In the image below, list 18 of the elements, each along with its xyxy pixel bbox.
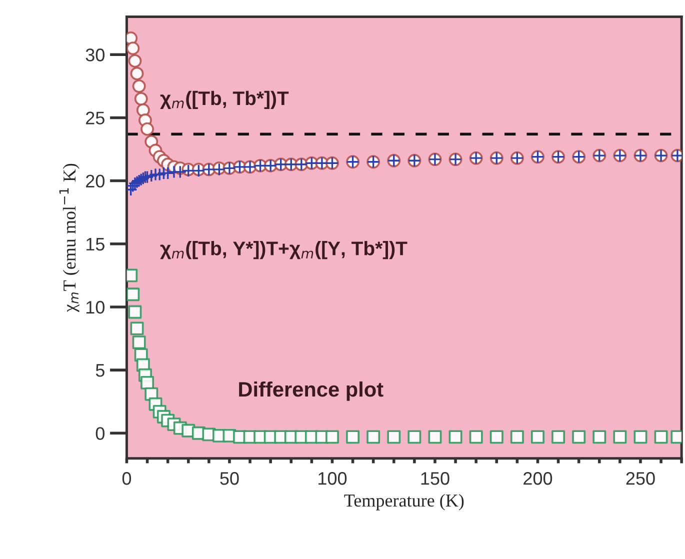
y-tick-label: 0	[96, 427, 104, 440]
annotation: χ$_{m}$([Tb, Tb*])T	[160, 90, 289, 110]
annotation: Difference plot	[239, 381, 384, 401]
x-axis-title: Temperature (K)	[344, 494, 464, 510]
x-tick-label: 250	[626, 472, 655, 485]
y-tick-label: 30	[86, 48, 104, 62]
y-tick-label: 25	[86, 112, 104, 124]
y-tick-label: 5	[96, 364, 104, 377]
x-tick-label: 0	[122, 472, 132, 485]
x-tick-label: 50	[220, 472, 239, 485]
x-tick-label: 200	[524, 472, 552, 485]
x-tick-label: 100	[318, 472, 347, 485]
y-axis-title: χ$_{m}$T (emu mol$^{−1}$ K)	[59, 164, 80, 312]
annotation: χ$_{m}$([Tb, Y*])T+χ$_{m}$([Y, Tb*])T	[160, 241, 408, 260]
y-tick-label: 20	[86, 174, 104, 188]
y-tick-label: 15	[86, 238, 104, 251]
y-tick-label: 10	[86, 300, 104, 314]
x-tick-label: 150	[421, 472, 450, 485]
